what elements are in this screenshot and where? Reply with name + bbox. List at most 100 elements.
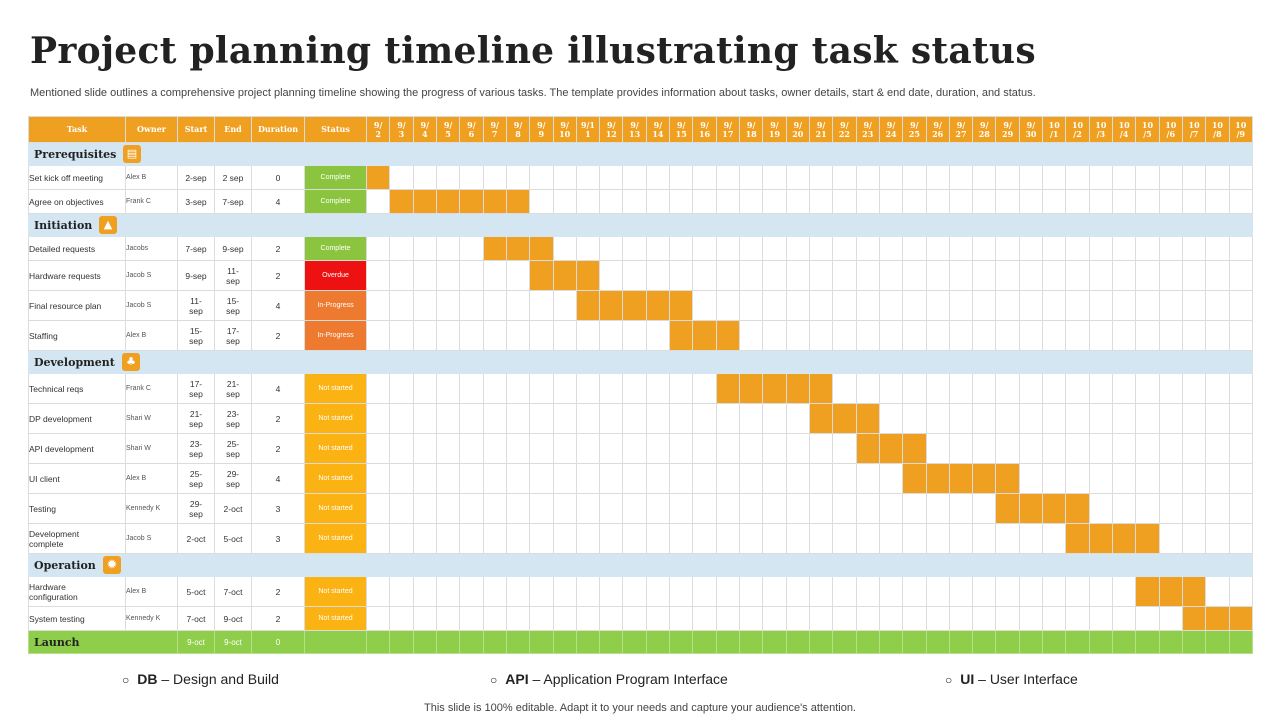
gantt-bar-cell (1065, 493, 1090, 524)
gantt-cell (762, 523, 787, 554)
date-header-line2: 7 (491, 128, 498, 139)
gantt-bar-cell (808, 403, 834, 434)
gantt-cell (1018, 320, 1044, 351)
section-row: Development ♣ (28, 350, 1253, 374)
date-header: 9/5 (435, 116, 461, 143)
gantt-cell (669, 433, 694, 464)
date-header-line1: 9/ (560, 119, 569, 130)
table-row: Agree on objectives Frank C 3-sep 7-sep 4 Com… (28, 189, 1253, 214)
launch-cell (1088, 630, 1114, 654)
launch-cell (505, 630, 531, 654)
gantt-bar-cell (785, 373, 810, 404)
task-end: 23- sep (214, 403, 252, 434)
gantt-cell (1088, 189, 1114, 214)
gantt-cell (1158, 290, 1183, 321)
gantt-cell (1065, 320, 1090, 351)
gantt-cell (692, 189, 717, 214)
gantt-cell (762, 433, 787, 464)
gantt-cell (459, 165, 484, 190)
date-header-line2: 26 (932, 128, 944, 139)
gantt-cell (482, 576, 507, 607)
status-badge: Not started (304, 433, 367, 464)
gantt-cell (1181, 373, 1207, 404)
status-badge: In-Progress (304, 320, 367, 351)
gantt-cell (1088, 236, 1114, 261)
task-owner: Frank C (125, 189, 178, 214)
bullet-circle-icon: ○ (945, 673, 953, 687)
launch-status (304, 630, 367, 654)
gantt-cell (1135, 189, 1160, 214)
gantt-cell (715, 236, 741, 261)
launch-cell (575, 630, 601, 654)
gantt-cell (482, 320, 507, 351)
gantt-cell (365, 433, 391, 464)
gantt-cell (552, 606, 577, 631)
date-header: 9/4 (412, 116, 437, 143)
gantt-cell (529, 165, 554, 190)
gantt-cell (738, 403, 764, 434)
date-header-line1: 10 (1165, 119, 1177, 130)
gantt-cell (1065, 433, 1090, 464)
launch-cell (785, 630, 810, 654)
gantt-cell (762, 493, 787, 524)
date-header-line2: 15 (675, 128, 687, 139)
task-duration: 2 (251, 433, 305, 464)
gantt-cell (412, 433, 437, 464)
gantt-cell (599, 189, 624, 214)
date-header-line1: 9/ (933, 119, 942, 130)
gantt-cell (505, 493, 531, 524)
launch-duration: 0 (251, 630, 305, 654)
gantt-cell (715, 290, 741, 321)
gantt-cell (855, 463, 880, 494)
gantt-cell (1135, 290, 1160, 321)
gantt-cell (505, 373, 531, 404)
gantt-cell (552, 403, 577, 434)
date-header-line2: 6 (468, 128, 475, 139)
gantt-cell (1228, 236, 1253, 261)
gantt-cell (505, 433, 531, 464)
date-header-line1: 9/ (746, 119, 756, 130)
gantt-cell (855, 260, 880, 291)
date-header-line2: 19 (768, 128, 781, 139)
table-row: API development Shari W 23- sep 25- sep 2 Not s… (28, 433, 1253, 464)
date-header: 9/19 (762, 116, 787, 143)
task-name: Staffing (28, 320, 126, 351)
date-header-line2: 12 (605, 128, 617, 139)
gantt-cell (1135, 463, 1160, 494)
gear-icon: ✹ (103, 556, 121, 574)
gantt-bar-cell (1181, 576, 1207, 607)
date-header-line1: 10 (1048, 119, 1060, 130)
table-row: Detailed requests Jacobs 7-sep 9-sep 2 Comple… (28, 236, 1253, 261)
gantt-cell (785, 606, 810, 631)
gantt-cell (1065, 576, 1090, 607)
gantt-cell (389, 576, 414, 607)
gantt-bar-cell (855, 433, 880, 464)
gantt-cell (995, 433, 1020, 464)
gantt-cell (878, 260, 904, 291)
gantt-cell (808, 320, 834, 351)
gantt-cell (1181, 236, 1207, 261)
gantt-cell (925, 320, 950, 351)
gantt-bar-cell (645, 290, 671, 321)
gantt-cell (878, 403, 904, 434)
gantt-cell (482, 290, 507, 321)
gantt-cell (669, 463, 694, 494)
gantt-cell (389, 373, 414, 404)
date-header-line2: 10 (559, 128, 571, 139)
date-header: 9/13 (622, 116, 647, 143)
gantt-bar-cell (948, 463, 974, 494)
task-duration: 0 (251, 165, 305, 190)
legend-db: ○ DB – Design and Build (122, 671, 279, 687)
gantt-cell (995, 290, 1020, 321)
gantt-cell (1135, 493, 1160, 524)
date-header-line1: 10 (1211, 119, 1223, 130)
gantt-cell (692, 373, 717, 404)
gantt-cell (1018, 403, 1044, 434)
status-badge: Overdue (304, 260, 367, 291)
gantt-cell (902, 189, 927, 214)
gantt-cell (715, 523, 741, 554)
date-header-line2: /8 (1213, 128, 1222, 139)
launch-cell (1111, 630, 1137, 654)
status-badge: Complete (304, 236, 367, 261)
gantt-cell (599, 523, 624, 554)
